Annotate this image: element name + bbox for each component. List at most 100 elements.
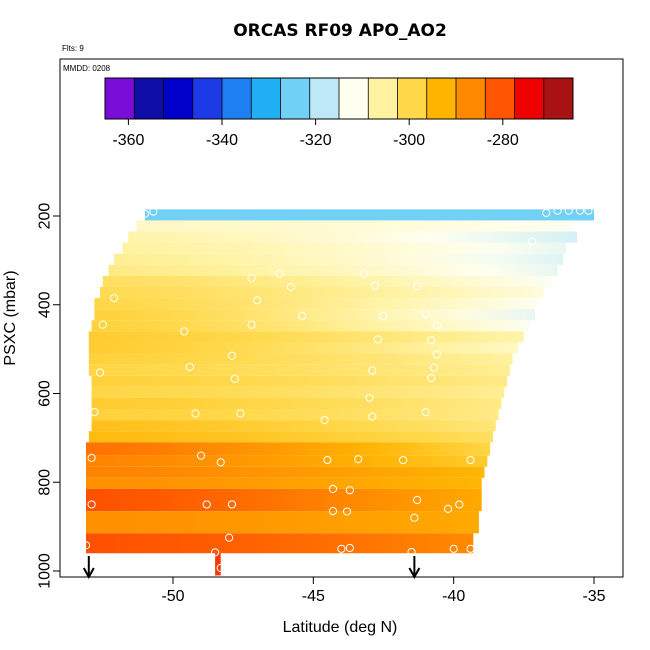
colorbar-tick-label: -340 (206, 132, 238, 149)
x-tick-label: -35 (582, 588, 605, 605)
down-arrow-icon (82, 556, 95, 580)
sample-point (575, 206, 585, 215)
sample-point (87, 453, 96, 462)
colorbar-tick-label: -360 (112, 132, 144, 149)
sample-point (345, 543, 354, 553)
sample-point (432, 350, 441, 359)
sample-point (286, 282, 295, 292)
sample-point (337, 544, 346, 553)
heatmap-rows (85, 209, 594, 576)
colorbar-swatch (222, 78, 252, 119)
sample-point (225, 533, 234, 542)
colorbar (104, 77, 574, 120)
sample-point (368, 366, 377, 375)
sample-point (528, 237, 537, 246)
heatmap-row (85, 511, 479, 534)
colorbar-tick-label: -300 (393, 132, 425, 149)
y-tick-label: 200 (37, 203, 54, 230)
y-axis-label: PSXC (mbar) (2, 270, 19, 365)
sample-point (370, 281, 380, 290)
arrow-markers (82, 556, 421, 580)
sample-point (427, 336, 436, 345)
heatmap-row (91, 397, 502, 410)
sample-point (542, 208, 551, 217)
colorbar-swatch (485, 78, 515, 119)
sample-point (216, 458, 225, 467)
heatmap-row (102, 275, 552, 287)
sample-point (236, 409, 245, 418)
sample-point (413, 495, 422, 505)
sample-point (149, 207, 158, 216)
sample-points (81, 206, 593, 572)
down-arrow-icon (408, 556, 421, 580)
flights-annotation: Flts: 9 (62, 44, 84, 53)
sample-point (227, 351, 237, 360)
y-tick-label: 800 (37, 469, 54, 496)
heatmap-row (85, 477, 482, 489)
heatmap-row (100, 287, 544, 299)
date-annotation: MMDD: 0208 (63, 64, 111, 73)
sample-point (95, 368, 105, 377)
sample-point (427, 373, 436, 383)
sample-point (421, 309, 430, 318)
heatmap-row (91, 375, 507, 387)
sample-point (109, 293, 119, 303)
heatmap-row (85, 466, 485, 478)
sample-point (564, 206, 573, 215)
heatmap-row (94, 309, 536, 321)
sample-point (253, 296, 262, 305)
colorbar-ticks: -360 -340 -320 -300 -280 (112, 119, 519, 149)
x-axis-label: Latitude (deg N) (283, 619, 398, 636)
sample-point (354, 455, 363, 464)
colorbar-swatch (134, 78, 164, 119)
y-tick-label: 1000 (37, 553, 54, 589)
heatmap-row (88, 364, 510, 376)
y-axis: 200 400 600 800 1000 (37, 203, 61, 589)
sample-point (140, 209, 150, 218)
sample-point (368, 412, 377, 421)
colorbar-swatch (280, 78, 311, 119)
sample-point (298, 311, 307, 320)
heatmap-row (91, 320, 530, 332)
colorbar-swatch (426, 78, 457, 119)
sample-point (429, 363, 439, 372)
sample-point (373, 335, 382, 344)
heatmap-row (108, 264, 558, 276)
sample-point (466, 544, 475, 553)
sample-point (455, 500, 464, 509)
y-tick-label: 400 (37, 291, 54, 318)
sample-point (342, 507, 352, 516)
sample-point (410, 513, 419, 522)
heatmap-row (88, 353, 513, 365)
heatmap-row (128, 231, 578, 243)
sample-point (432, 321, 441, 330)
sample-point (216, 563, 225, 572)
chart-title: ORCAS RF09 APO_AO2 (233, 21, 447, 41)
sample-point (211, 548, 220, 557)
colorbar-swatch (105, 78, 135, 119)
heatmap-row (88, 342, 519, 354)
heatmap-row (215, 553, 221, 576)
sample-point (359, 269, 368, 278)
colorbar-swatch (309, 78, 340, 119)
sample-point (553, 206, 562, 215)
heatmap-row (94, 298, 538, 310)
sample-point (328, 484, 338, 494)
colorbar-swatch (514, 78, 545, 119)
sample-point (87, 500, 96, 509)
colorbar-tick-label: -280 (487, 132, 519, 149)
x-tick-label: -40 (442, 588, 465, 605)
sample-point (345, 486, 354, 495)
sample-point (202, 500, 211, 509)
sample-point (466, 455, 475, 465)
sample-point (98, 320, 107, 329)
sample-point (275, 269, 284, 278)
sample-point (196, 451, 206, 460)
heatmap-row (91, 386, 505, 398)
sample-point (421, 408, 430, 417)
heatmap-row (136, 220, 572, 232)
heatmap-row (85, 488, 482, 512)
sample-point (230, 374, 239, 383)
x-axis: -50 -45 -40 -35 (161, 576, 606, 605)
